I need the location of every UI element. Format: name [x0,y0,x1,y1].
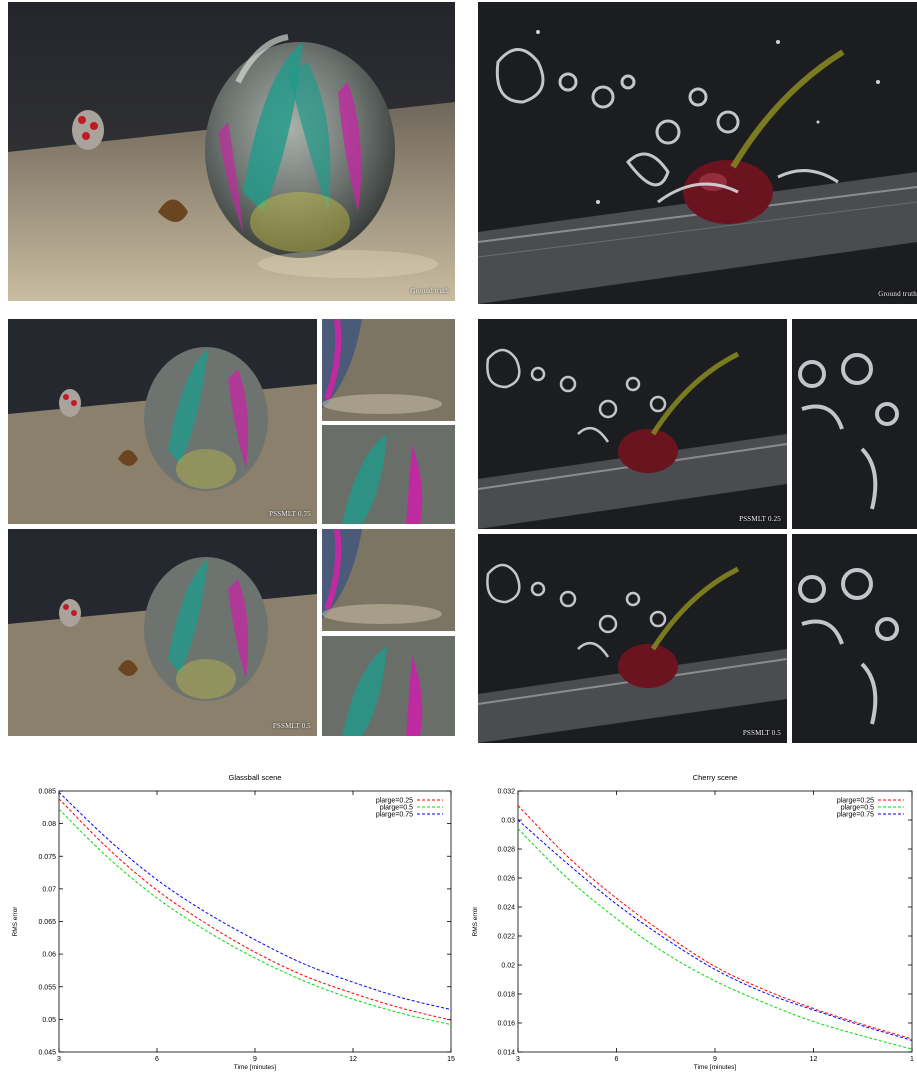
x-tick-label: 6 [615,1056,619,1063]
glassball-rms-chart: Glassball scene 0.045 0.05 0.055 0.06 0.065 0.… [12,773,455,1071]
y-tick-label: 0.075 [38,854,56,861]
cherry-pssmlt025-caption: PSSMLT 0.25 [739,515,781,523]
x-tick-label: 3 [516,1056,520,1063]
legend-label: plarge=0.5 [380,805,413,812]
x-tick-label: 12 [349,1056,357,1063]
legend-label: plarge=0.25 [837,798,874,805]
y-tick-label: 0.06 [42,952,56,959]
glassball-pssmlt05-image: PSSMLT 0.5 [8,529,317,736]
glassball-pssmlt075-caption: PSSMLT 0.75 [269,510,311,518]
cherry-scene-render [478,2,917,304]
cherry-ground-truth-image: Ground truth [478,2,917,304]
plot-frame [58,790,452,1053]
y-tick-label: 0.026 [497,876,515,883]
glassball-crop-render [322,529,455,631]
y-tick-label: 0.065 [38,919,56,926]
cherry-crop-render [792,319,917,529]
cherry-pssmlt05-crop [792,534,917,743]
y-tick-label: 0.08 [42,821,56,828]
x-axis-label: Time [minutes] [694,1064,737,1071]
glassball-pssmlt075-image: PSSMLT 0.75 [8,319,317,524]
glassball-scene-render [8,2,455,301]
x-axis-label: Time [minutes] [234,1064,277,1071]
y-tick-label: 0.014 [497,1050,515,1057]
series-line-plarge=0.5 [517,828,913,1050]
x-tick-label: 15 [447,1056,455,1063]
series-line-plarge=0.25 [58,798,452,1021]
cherry-ground-truth-caption: Ground truth [878,290,917,298]
chart-title: Glassball scene [229,773,282,782]
y-axis-label: RMS error [12,906,19,937]
glassball-crop-render [322,636,455,736]
series-line-plarge=0.75 [58,791,452,1011]
x-tick-label: 1 [910,1056,914,1063]
glassball-pssmlt05-render [8,529,317,736]
y-tick-label: 0.045 [38,1050,56,1057]
y-tick-label: 0.05 [42,1017,56,1024]
glassball-pssmlt075-crop-top [322,319,455,421]
glassball-pssmlt05-crop-top [322,529,455,631]
y-tick-label: 0.07 [42,886,56,893]
y-axis-label: RMS error [472,906,479,937]
cherry-pssmlt05-render [478,534,787,743]
chart-title: Cherry scene [693,773,738,782]
cherry-rms-chart: Cherry scene 0.014 0.016 0.018 0.02 0.022 0.02… [472,773,914,1071]
legend-label: plarge=0.25 [376,798,413,805]
cherry-pssmlt025-render [478,319,787,529]
y-tick-label: 0.02 [501,963,515,970]
y-tick-label: 0.016 [497,1021,515,1028]
y-tick-label: 0.03 [501,818,515,825]
x-tick-label: 9 [253,1056,257,1063]
glassball-pssmlt05-caption: PSSMLT 0.5 [272,722,311,730]
cherry-pssmlt05-caption: PSSMLT 0.5 [742,729,781,737]
legend-label: plarge=0.75 [837,812,874,819]
y-tick-label: 0.022 [497,934,515,941]
y-tick-label: 0.055 [38,984,56,991]
x-tick-label: 3 [57,1056,61,1063]
glassball-ground-truth-caption: Ground truth [410,287,449,295]
glassball-crop-render [322,319,455,421]
glassball-ground-truth-image: Ground truth [8,2,455,301]
cherry-pssmlt025-crop [792,319,917,529]
glassball-pssmlt075-crop-bottom [322,425,455,524]
legend-label: plarge=0.75 [376,812,413,819]
cherry-pssmlt05-image: PSSMLT 0.5 [478,534,787,743]
series-line-plarge=0.25 [517,805,913,1040]
x-tick-label: 12 [810,1056,818,1063]
y-tick-label: 0.028 [497,847,515,854]
cherry-pssmlt025-image: PSSMLT 0.25 [478,319,787,529]
legend-label: plarge=0.5 [841,805,874,812]
x-tick-label: 9 [713,1056,717,1063]
series-line-plarge=0.5 [58,808,452,1026]
y-tick-label: 0.018 [497,992,515,999]
cherry-crop-render [792,534,917,743]
glassball-pssmlt075-render [8,319,317,524]
y-tick-label: 0.024 [497,905,515,912]
glassball-crop-render [322,425,455,524]
y-tick-label: 0.032 [497,789,515,796]
plot-frame [517,790,913,1053]
x-tick-label: 6 [155,1056,159,1063]
glassball-pssmlt05-crop-bottom [322,636,455,736]
series-line-plarge=0.75 [517,819,913,1041]
y-tick-label: 0.085 [38,789,56,796]
